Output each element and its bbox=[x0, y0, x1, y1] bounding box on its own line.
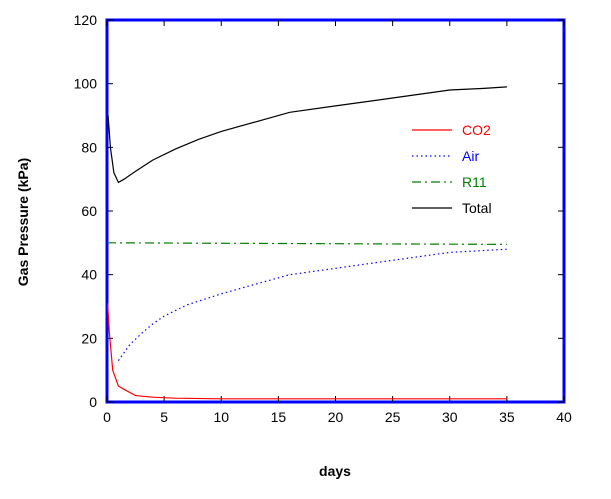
series-line-co2 bbox=[107, 303, 507, 400]
x-tick-label: 15 bbox=[271, 409, 287, 425]
x-tick-label: 30 bbox=[442, 409, 458, 425]
y-tick-label: 40 bbox=[81, 267, 97, 283]
legend-label-r11: R11 bbox=[462, 174, 487, 190]
x-tick-label: 20 bbox=[328, 409, 344, 425]
series-line-r11 bbox=[106, 242, 507, 245]
legend-label-air: Air bbox=[462, 148, 479, 164]
y-axis-title: Gas Pressure (kPa) bbox=[15, 158, 31, 286]
plot-frame bbox=[105, 18, 566, 404]
y-tick-label: 100 bbox=[74, 76, 98, 92]
y-tick-label: 120 bbox=[74, 12, 98, 28]
legend-label-total: Total bbox=[462, 200, 492, 216]
x-axis-title: days bbox=[319, 463, 351, 479]
legend: CO2 Air R11 Total bbox=[412, 122, 492, 216]
legend-label-co2: CO2 bbox=[462, 122, 491, 138]
series-line-total bbox=[107, 86, 507, 184]
x-tick-label: 40 bbox=[556, 409, 572, 425]
x-tick-label: 10 bbox=[213, 409, 229, 425]
y-tick-label: 60 bbox=[81, 203, 97, 219]
x-tick-label: 35 bbox=[499, 409, 515, 425]
y-tick-label: 20 bbox=[81, 330, 97, 346]
x-tick-label: 25 bbox=[385, 409, 401, 425]
axis-ticks: 0 5 10 15 20 25 30 35 40 0 20 40 60 80 100 120 bbox=[74, 12, 572, 425]
series-line-air bbox=[117, 248, 507, 361]
x-tick-label: 0 bbox=[103, 409, 111, 425]
y-tick-label: 0 bbox=[89, 394, 97, 410]
y-tick-label: 80 bbox=[81, 139, 97, 155]
series-lines bbox=[106, 86, 507, 400]
x-tick-label: 5 bbox=[160, 409, 168, 425]
